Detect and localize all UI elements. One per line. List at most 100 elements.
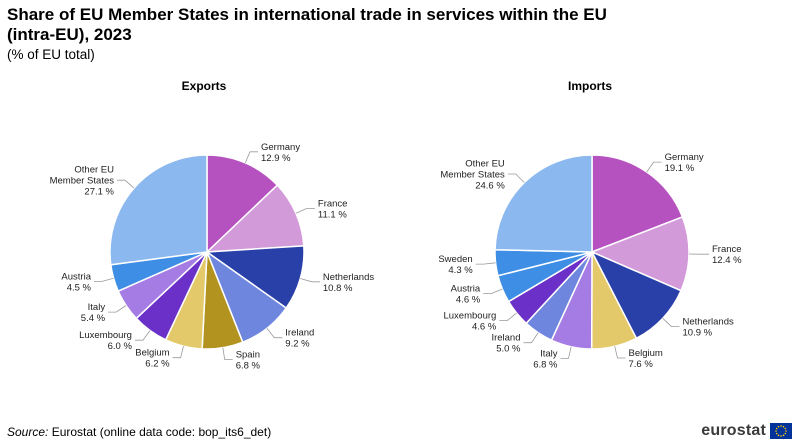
- imports-label-sweden: Sweden 4.3 %: [438, 254, 473, 276]
- exports-value-france: 11.1 %: [318, 209, 347, 220]
- exports-leader-other-eu-member-states: [117, 179, 135, 189]
- imports-slice-other-eu-member-states: [494, 154, 593, 253]
- flag-star: [780, 435, 782, 437]
- exports-leader-luxembourg: [134, 330, 151, 341]
- imports-leader-austria: [483, 288, 503, 295]
- chart-title: Share of EU Member States in internation…: [7, 5, 607, 44]
- imports-label-other-eu-member-states: Other EU Member States 24.6 %: [440, 159, 505, 192]
- imports-label-austria: Austria 4.6 %: [451, 284, 481, 306]
- imports-value-sweden: 4.3 %: [448, 265, 473, 276]
- exports-label-germany: Germany 12.9 %: [261, 142, 300, 164]
- imports-name-ireland: Ireland: [491, 333, 520, 344]
- exports-value-luxembourg: 6.0 %: [108, 341, 133, 352]
- eurostat-logo: eurostat: [701, 422, 792, 440]
- imports-name-sweden: Sweden: [438, 254, 472, 265]
- imports-name-luxembourg: Luxembourg: [443, 311, 496, 322]
- exports-label-luxembourg: Luxembourg 6.0 %: [79, 330, 132, 352]
- flag-star: [775, 430, 777, 432]
- exports-leader-spain: [222, 347, 233, 360]
- flag-star: [780, 425, 782, 427]
- exports-value-ireland: 9.2 %: [285, 339, 310, 350]
- flag-star: [782, 425, 785, 428]
- imports-label-italy: Italy 6.8 %: [533, 348, 558, 370]
- imports-name-italy: Italy: [540, 348, 558, 359]
- exports-name-germany: Germany: [261, 142, 300, 153]
- brand-wordmark: eurostat: [701, 422, 766, 439]
- source-note: Source: Eurostat (online data code: bop_…: [7, 425, 271, 439]
- exports-pie: Exports Germany 12.9 % France 11.1 % Netherla…: [50, 79, 375, 372]
- exports-name-belgium: Belgium: [135, 348, 169, 359]
- exports-label-belgium: Belgium 6.2 %: [135, 348, 170, 370]
- imports-value-luxembourg: 4.6 %: [472, 322, 497, 333]
- imports-name-austria: Austria: [451, 284, 481, 295]
- imports-slice-france: [590, 215, 690, 292]
- exports-name-other-eu-member-states: Member States: [50, 176, 115, 187]
- imports-name-france: France: [712, 244, 742, 255]
- exports-name-italy: Italy: [88, 302, 106, 313]
- exports-slice-other-eu-member-states: [109, 154, 208, 266]
- imports-leader-germany: [646, 161, 662, 173]
- imports-slice-germany: [591, 154, 684, 254]
- imports-label-belgium: Belgium 7.6 %: [629, 348, 663, 370]
- imports-value-france: 12.4 %: [712, 255, 742, 266]
- imports-leader-ireland: [523, 332, 539, 344]
- exports-pie-title: Exports: [182, 79, 227, 93]
- exports-value-other-eu-member-states: 27.1 %: [84, 187, 114, 198]
- exports-value-belgium: 6.2 %: [145, 359, 170, 370]
- exports-label-spain: Spain 6.8 %: [236, 350, 261, 372]
- exports-value-netherlands: 10.8 %: [323, 283, 353, 294]
- exports-name-spain: Spain: [236, 350, 260, 361]
- exports-value-spain: 6.8 %: [236, 361, 261, 372]
- exports-leader-germany: [244, 151, 258, 164]
- imports-value-other-eu-member-states: 24.6 %: [475, 181, 505, 192]
- exports-name-luxembourg: Luxembourg: [79, 330, 132, 341]
- flag-star: [777, 425, 780, 428]
- imports-label-ireland: Ireland 5.0 %: [491, 333, 521, 355]
- flag-star: [784, 427, 787, 430]
- imports-leader-belgium: [614, 346, 626, 359]
- imports-name-other-eu-member-states: Other EU: [465, 159, 505, 170]
- imports-leader-netherlands: [662, 318, 680, 328]
- exports-name-ireland: Ireland: [285, 328, 314, 339]
- imports-value-germany: 19.1 %: [665, 163, 695, 174]
- exports-name-france: France: [318, 198, 348, 209]
- exports-slice-netherlands: [204, 245, 305, 310]
- exports-value-italy: 5.4 %: [81, 313, 106, 324]
- imports-value-ireland: 5.0 %: [496, 344, 521, 355]
- exports-value-austria: 4.5 %: [67, 282, 92, 293]
- exports-leader-belgium: [172, 346, 184, 359]
- imports-value-austria: 4.6 %: [456, 295, 481, 306]
- exports-leader-austria: [94, 277, 114, 282]
- source-label: Source:: [7, 425, 49, 439]
- exports-label-netherlands: Netherlands 10.8 %: [323, 272, 374, 294]
- imports-leader-luxembourg: [499, 312, 517, 322]
- exports-label-austria: Austria 4.5 %: [61, 271, 91, 293]
- imports-slice-netherlands: [590, 250, 682, 340]
- exports-label-france: France 11.1 %: [318, 198, 348, 220]
- chart-subtitle: (% of EU total): [7, 47, 95, 62]
- flag-star: [777, 434, 780, 437]
- imports-name-netherlands: Netherlands: [683, 317, 734, 328]
- imports-value-italy: 6.8 %: [533, 359, 558, 370]
- flag-star: [784, 432, 787, 435]
- imports-label-france: France 12.4 %: [712, 244, 742, 266]
- exports-name-austria: Austria: [61, 271, 91, 282]
- flag-star: [782, 434, 785, 437]
- imports-label-luxembourg: Luxembourg 4.6 %: [443, 311, 496, 333]
- imports-value-belgium: 7.6 %: [629, 359, 654, 370]
- exports-name-netherlands: Netherlands: [323, 272, 374, 283]
- flag-star: [785, 430, 787, 432]
- exports-leader-ireland: [266, 328, 283, 339]
- imports-leader-sweden: [475, 262, 496, 265]
- imports-pie-title: Imports: [568, 79, 612, 93]
- imports-name-germany: Germany: [665, 152, 704, 163]
- exports-value-germany: 12.9 %: [261, 153, 291, 164]
- flag-star: [775, 432, 778, 435]
- imports-label-germany: Germany 19.1 %: [665, 152, 704, 174]
- exports-leader-france: [295, 207, 315, 214]
- imports-value-netherlands: 10.9 %: [683, 328, 713, 339]
- exports-name-other-eu-member-states: Other EU: [74, 165, 114, 176]
- exports-leader-netherlands: [300, 278, 320, 283]
- imports-label-netherlands: Netherlands 10.9 %: [683, 317, 734, 339]
